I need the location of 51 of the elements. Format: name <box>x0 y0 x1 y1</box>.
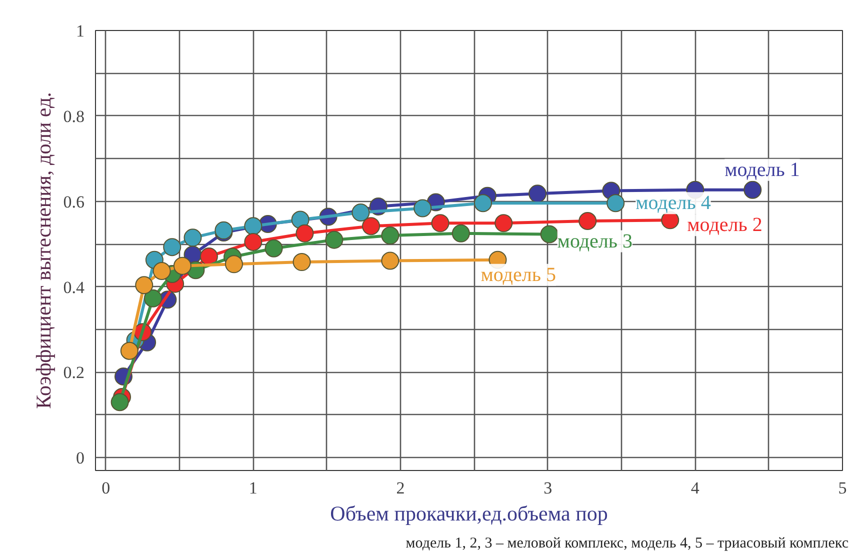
point <box>606 194 625 212</box>
series-label: модель 4 <box>636 192 711 214</box>
point <box>744 180 762 199</box>
y-tick-label: 0.2 <box>63 363 84 382</box>
point <box>452 224 470 242</box>
point <box>414 199 432 218</box>
point <box>244 232 262 251</box>
point <box>381 226 400 245</box>
point <box>110 393 129 412</box>
y-tick-label: 1 <box>76 22 84 40</box>
series-label: модель 3 <box>557 230 633 252</box>
point <box>494 214 513 232</box>
point <box>200 247 218 266</box>
point <box>144 289 162 308</box>
point <box>352 203 370 222</box>
point <box>152 262 171 280</box>
point <box>540 225 558 244</box>
y-tick-label: 0.8 <box>63 106 84 126</box>
point <box>135 276 154 294</box>
series-label: модель 5 <box>480 264 556 286</box>
point <box>325 230 344 249</box>
point <box>264 239 283 258</box>
point <box>296 224 314 242</box>
x-tick-label: 0 <box>102 478 110 498</box>
point <box>474 194 492 212</box>
point <box>224 255 243 274</box>
x-tick-label: 2 <box>396 478 405 498</box>
y-tick-label: 0.4 <box>63 278 85 297</box>
x-axis-title: Объем прокачки,ед.объема пор <box>330 502 608 526</box>
x-tick-label: 4 <box>690 478 700 498</box>
point <box>578 212 597 230</box>
point <box>244 217 262 236</box>
point <box>184 228 202 247</box>
point <box>292 253 311 272</box>
y-tick-label: 0.6 <box>63 192 84 212</box>
series-label: модель 1 <box>724 158 800 181</box>
point <box>362 217 380 236</box>
y-tick-label: 0 <box>76 448 84 468</box>
series-label: модель 2 <box>687 214 762 236</box>
x-tick-label: 1 <box>248 478 258 498</box>
point <box>381 252 400 270</box>
point <box>120 342 138 360</box>
point <box>173 256 192 275</box>
point <box>431 214 450 232</box>
x-tick-label: 5 <box>838 478 847 498</box>
y-axis-title: Коэффициент вытеснения, доли ед. <box>31 92 56 409</box>
text: модель 1, 2, 3 – меловой комплекс, модель 4, 5 – триасовый комплекс <box>406 536 849 552</box>
point <box>163 238 182 256</box>
point <box>291 210 310 229</box>
x-tick-label: 3 <box>544 478 552 498</box>
point <box>528 184 547 203</box>
